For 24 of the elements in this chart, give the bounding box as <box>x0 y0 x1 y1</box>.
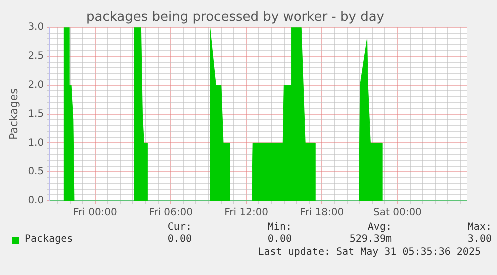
x-tick-label: Fri 06:00 <box>149 208 193 219</box>
chart-title: packages being processed by worker - by day <box>86 10 385 26</box>
text: 529.39m <box>348 234 392 246</box>
y-tick-label: 1.5 <box>28 108 44 120</box>
x-tick-label: Fri 12:00 <box>224 208 269 219</box>
text: 0.00 <box>166 234 192 246</box>
y-tick-label: 2.0 <box>28 80 44 91</box>
y-tick-label: 0.0 <box>28 196 44 207</box>
x-tick-label: Sat 00:00 <box>374 208 422 219</box>
text: Min: <box>266 222 292 234</box>
y-tick-label: 0.5 <box>28 166 44 178</box>
legend-label: Packages <box>25 234 74 246</box>
text: Max: <box>466 222 492 234</box>
text: Cur: <box>166 222 192 234</box>
text: 0.00 <box>266 234 292 246</box>
text: 3.00 <box>466 234 492 246</box>
x-tick-label: Fri 00:00 <box>73 208 118 219</box>
y-tick-label: 1.0 <box>28 138 44 149</box>
y-tick-label: 3.0 <box>28 22 44 34</box>
text: Last update: Sat May 31 05:35:36 2025 <box>257 246 481 259</box>
y-axis-title: Packages <box>7 88 20 140</box>
y-tick-label: 2.5 <box>28 51 44 62</box>
x-tick-label: Fri 18:00 <box>300 208 344 219</box>
text: Avg: <box>366 222 392 234</box>
